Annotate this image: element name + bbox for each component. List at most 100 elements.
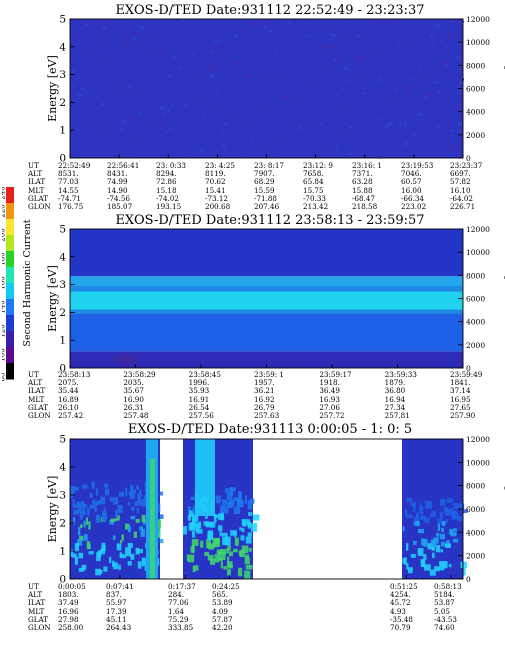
heatmap-cell [184,151,189,153]
panel-3: EXOS-D/TED Date:931113 0:00:05 - 1: 0: 5… [0,421,505,649]
ephemeris-cell: 53.89 [212,598,233,608]
heatmap-cell [429,569,436,576]
ephemeris-cell: 257.56 [188,411,214,420]
ephemeris-cell: 16.96 [58,606,79,616]
heatmap-cell [89,493,93,498]
heatmap-cell [213,513,217,523]
ephemeris-cell: 5.05 [434,606,451,616]
left-tick-label: 2 [59,97,66,109]
heatmap-cell [350,106,353,110]
heatmap-cell [396,88,399,92]
ephemeris-cell: 284. [168,590,185,600]
heatmap-cell [235,105,239,108]
ephemeris-cell: 23:23:37 [450,161,483,170]
plot-frame [69,438,464,580]
heatmap-cell [140,45,143,49]
ephemeris-cell: 14.55 [58,185,79,195]
heatmap-cell [239,527,242,531]
heatmap-cell [439,563,445,571]
heatmap-cell [355,76,358,78]
heatmap-cell [370,84,374,87]
heatmap-cell [77,526,81,536]
right-tick-label: 6000 [466,295,485,304]
heatmap-cell [436,532,440,537]
heatmap-cell [188,510,195,517]
heatmap-cell [216,92,219,95]
heatmap-cell [462,567,466,576]
heatmap-cell [208,543,214,550]
heatmap-cell [446,498,453,503]
heatmap-cell [375,146,377,150]
heatmap-cell [448,564,452,568]
heatmap-cell [100,102,105,106]
heatmap-cell [79,524,83,528]
heatmap-cell [125,547,131,557]
heatmap-cell [248,512,253,516]
heatmap-cell [76,501,81,507]
heatmap-cell [305,87,308,90]
heatmap-cell [250,139,253,142]
heatmap-cell [420,112,423,115]
heatmap-cell [439,561,444,565]
ephemeris-cell: 207.46 [254,202,280,211]
heatmap-cell [223,566,228,570]
heatmap-cell [124,41,127,44]
ephemeris-cell: 2075. [58,378,79,388]
heatmap-cell [197,521,202,529]
heatmap-cell [259,20,262,23]
heatmap-cell [440,31,444,33]
heatmap-cell [160,106,165,110]
heatmap-cell [94,501,101,506]
ephemeris-cell: 37.49 [58,598,79,608]
heatmap-cell [220,560,223,569]
heatmap-cell [221,144,226,148]
heatmap-cell [357,34,361,37]
heatmap-cell [362,37,365,40]
ephemeris-cell: 1957. [254,378,275,388]
ephemeris-cell: 36.21 [254,386,275,396]
ephemeris-cell: 26.10 [58,402,79,412]
heatmap-cell [72,499,75,508]
ephemeris-cell: 57.87 [212,614,233,624]
heatmap-cell [439,533,446,540]
heatmap-cell [264,23,268,26]
heatmap-cell [227,569,231,576]
ephemeris-cell: -68.47 [352,193,376,203]
heatmap-cell [213,41,218,44]
ephemeris-cell: 37.14 [450,386,471,396]
heatmap-cell [196,529,203,534]
heatmap-cell [88,551,94,555]
heatmap-cell [429,35,434,38]
ephemeris-row-label: GLON [28,202,51,211]
colorbar-tick-label: 180 [2,252,7,265]
heatmap-cell [417,548,424,557]
ephemeris-cell: 257.81 [384,411,410,420]
heatmap-cell [331,34,336,37]
heatmap-cell [443,507,449,514]
ephemeris-cell: 2035. [123,378,144,388]
ephemeris-cell: 16.92 [254,394,275,404]
heatmap-cell [354,57,360,59]
heatmap-cell [92,54,96,57]
heatmap-cell [136,485,139,490]
ephemeris-cell: 1803. [58,590,79,600]
ephemeris-cell: 15.88 [352,185,373,195]
heatmap-cell [252,514,260,521]
heatmap-cell [421,98,424,100]
heatmap-cell [454,105,457,108]
heatmap-cell [192,515,199,522]
ephemeris-cell: 837. [106,590,123,600]
heatmap-cell [111,75,114,78]
colorbar-tick-label: 160 [2,276,7,289]
ephemeris-cell: 23:12: 9 [303,161,333,170]
heatmap-cell [321,56,324,58]
heatmap-cell [221,532,228,537]
y-axis-label: Energy [eV] [46,476,59,543]
heatmap-cell [183,526,187,535]
heatmap-cell [336,56,341,60]
heatmap-cell [97,550,102,557]
ephemeris-cell: 0:24:25 [212,582,240,591]
heatmap-cell [119,129,124,131]
heatmap-cell [219,530,222,537]
heatmap-cell [241,545,249,554]
